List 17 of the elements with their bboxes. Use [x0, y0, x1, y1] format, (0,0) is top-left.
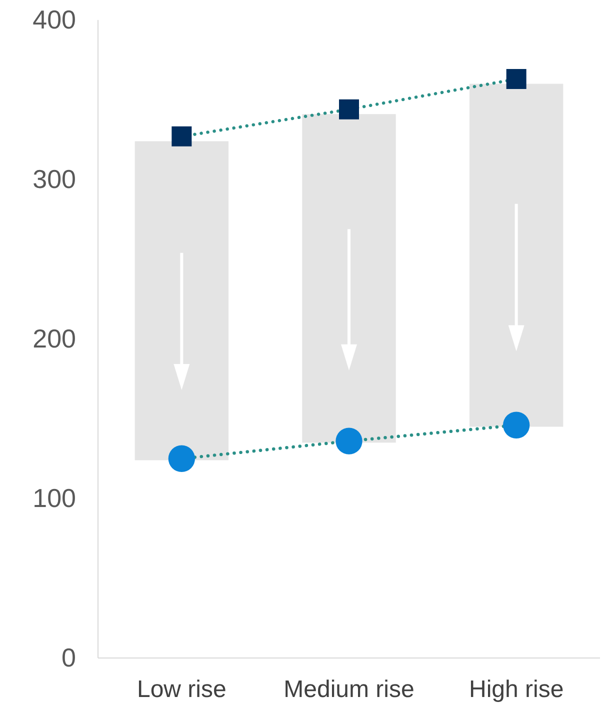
bar — [469, 84, 564, 427]
y-tick-label: 200 — [32, 323, 76, 354]
point — [336, 428, 362, 454]
point — [502, 412, 530, 438]
x-tick-label: Low rise — [136, 676, 226, 704]
bar — [134, 141, 229, 460]
x-tick-label: High rise — [468, 676, 564, 704]
point — [168, 445, 196, 472]
y-tick-label: 400 — [32, 4, 76, 34]
y-tick-label: 100 — [32, 482, 76, 513]
point — [339, 99, 359, 120]
y-tick-label: 0 — [62, 642, 76, 672]
bar — [302, 114, 396, 443]
y-tick-label: 300 — [32, 164, 76, 194]
point — [172, 126, 192, 146]
x-tick-label: Medium rise — [284, 676, 414, 704]
point — [506, 69, 526, 90]
